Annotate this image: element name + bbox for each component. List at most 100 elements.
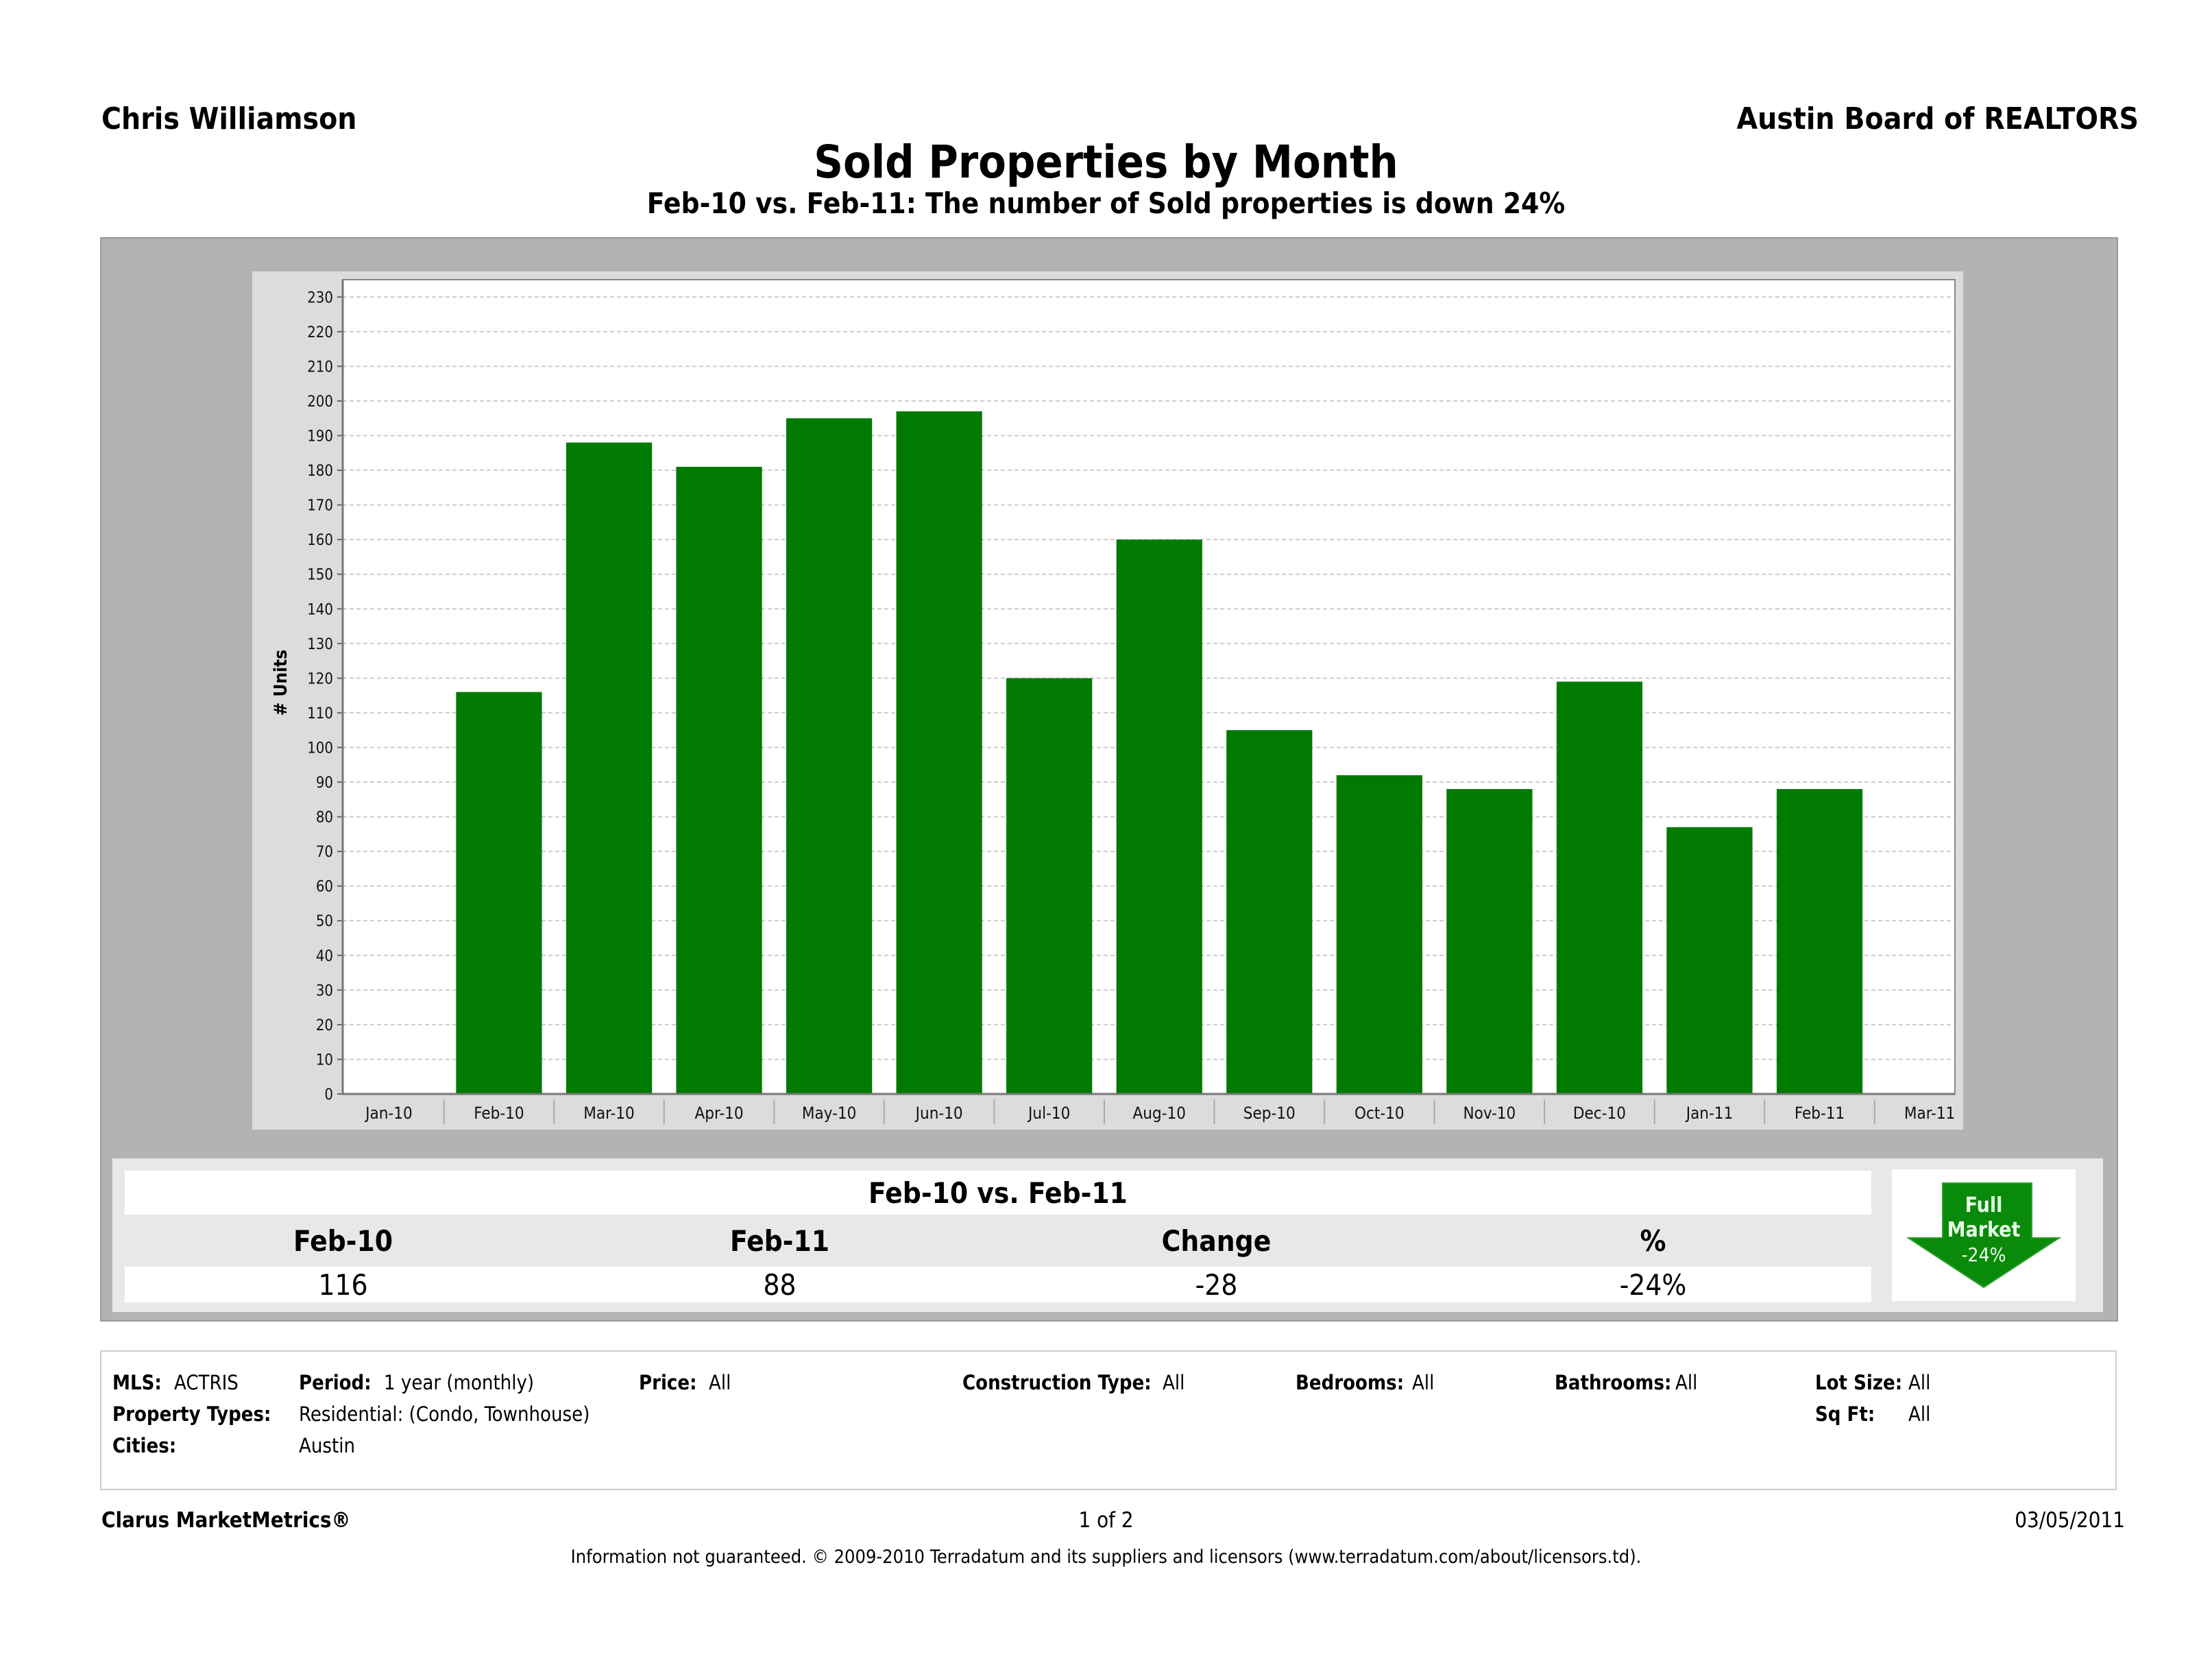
y-tick-label: 170 (307, 498, 333, 515)
value-percent: -24% (1619, 1268, 1687, 1302)
bedrooms-label: Bedrooms: (1296, 1371, 1405, 1394)
y-tick-label: 180 (307, 463, 333, 480)
x-tick-label: May-10 (802, 1104, 856, 1123)
comparison-summary: Feb-10 vs. Feb-11 Feb-10 Feb-11 Change %… (112, 1158, 2103, 1312)
x-axis-ticks: Jan-10 Feb-10 Mar-10 Apr-10 May-10 Jun-10 Jul-… (364, 1099, 1955, 1124)
x-tick-label: Jan-10 (364, 1104, 413, 1123)
y-tick-label: 90 (316, 775, 333, 792)
header-feb-10: Feb-10 (293, 1224, 393, 1258)
x-tick-label: Jan-11 (1685, 1104, 1734, 1123)
bar-feb-11 (1776, 789, 1863, 1094)
property-types-value: Residential: (Condo, Townhouse) (299, 1402, 590, 1426)
x-tick-label: Feb-10 (474, 1104, 524, 1123)
x-tick-label: Dec-10 (1573, 1104, 1626, 1123)
sqft-value: All (1908, 1402, 1931, 1426)
report-title: Sold Properties by Month (814, 136, 1398, 189)
summary-title: Feb-10 vs. Feb-11 (868, 1176, 1128, 1210)
bar-may-10 (786, 418, 873, 1094)
value-change: -28 (1195, 1268, 1238, 1302)
y-tick-label: 100 (307, 740, 333, 757)
bar-chart: 0 10 20 30 40 50 60 70 80 90 100 110 120 130 140 150 160… (271, 279, 1956, 1124)
bar-jun-10 (896, 411, 982, 1094)
bars (456, 411, 1863, 1094)
x-tick-label: Mar-11 (1904, 1104, 1955, 1123)
bedrooms-value: All (1412, 1371, 1435, 1394)
badge-line1: Full (1965, 1193, 2003, 1217)
header-percent: % (1640, 1224, 1666, 1258)
bar-feb-10 (456, 692, 542, 1094)
board-name: Austin Board of REALTORS (1736, 101, 2139, 136)
mls-label: MLS: (112, 1371, 162, 1394)
summary-values-row: 116 88 -28 -24% (125, 1267, 1871, 1302)
bar-apr-10 (676, 466, 762, 1094)
construction-value: All (1163, 1371, 1185, 1394)
x-tick-label: Apr-10 (695, 1104, 744, 1123)
sqft-label: Sq Ft: (1815, 1402, 1875, 1426)
bathrooms-label: Bathrooms: (1555, 1371, 1672, 1394)
x-tick-label: Nov-10 (1463, 1104, 1516, 1123)
y-axis-label: # Units (271, 650, 291, 716)
y-tick-label: 60 (316, 879, 333, 896)
x-tick-label: Mar-10 (583, 1104, 634, 1123)
y-tick-label: 220 (307, 324, 333, 341)
period-value: 1 year (monthly) (384, 1371, 535, 1394)
bar-jan-11 (1666, 827, 1753, 1094)
y-tick-label: 110 (307, 705, 333, 722)
lot-size-value: All (1908, 1371, 1931, 1394)
mls-value: ACTRIS (174, 1371, 239, 1394)
badge-line2: Market (1947, 1218, 2021, 1242)
y-tick-label: 200 (307, 393, 333, 411)
y-tick-label: 80 (316, 810, 333, 827)
bar-dec-10 (1556, 681, 1643, 1094)
header-change: Change (1161, 1224, 1272, 1258)
full-market-badge: Full Market -24% (1892, 1169, 2076, 1301)
value-feb-11: 88 (763, 1268, 797, 1302)
bar-jul-10 (1006, 678, 1093, 1094)
page-number: 1 of 2 (1078, 1508, 1134, 1533)
bar-aug-10 (1116, 539, 1202, 1094)
agent-name: Chris Williamson (101, 101, 357, 136)
x-tick-label: Oct-10 (1354, 1104, 1405, 1123)
x-tick-label: Jul-10 (1027, 1104, 1070, 1123)
bar-sep-10 (1226, 730, 1313, 1094)
y-tick-label: 0 (324, 1086, 333, 1104)
price-label: Price: (639, 1371, 697, 1394)
y-tick-label: 70 (316, 844, 333, 861)
y-tick-label: 20 (316, 1017, 333, 1034)
chart-panel: 0 10 20 30 40 50 60 70 80 90 100 110 120 130 140 150 160… (252, 271, 1963, 1130)
brand: Clarus MarketMetrics® (101, 1508, 351, 1533)
y-tick-label: 130 (307, 636, 333, 653)
lot-size-label: Lot Size: (1815, 1371, 1903, 1394)
header-feb-11: Feb-11 (729, 1224, 830, 1258)
report-subtitle: Feb-10 vs. Feb-11: The number of Sold pr… (646, 186, 1566, 220)
cities-value: Austin (299, 1434, 355, 1457)
y-tick-label: 30 (316, 982, 333, 999)
y-tick-label: 40 (316, 948, 333, 965)
x-tick-label: Aug-10 (1133, 1104, 1186, 1123)
price-value: All (709, 1371, 731, 1394)
value-feb-10: 116 (318, 1268, 368, 1302)
report-date: 03/05/2011 (2015, 1508, 2125, 1533)
summary-title-row: Feb-10 vs. Feb-11 (125, 1171, 1871, 1215)
disclaimer: Information not guaranteed. © 2009-2010 … (570, 1546, 1642, 1568)
y-tick-label: 190 (307, 428, 333, 445)
y-axis-ticks: 0 10 20 30 40 50 60 70 80 90 100 110 120 130 140 150 160… (307, 289, 343, 1104)
property-types-label: Property Types: (112, 1402, 271, 1426)
x-tick-label: Sep-10 (1243, 1104, 1296, 1123)
bathrooms-value: All (1675, 1371, 1698, 1394)
x-tick-label: Jun-10 (914, 1104, 963, 1123)
y-tick-label: 150 (307, 567, 333, 584)
y-tick-label: 50 (316, 913, 333, 930)
y-tick-label: 140 (307, 601, 333, 618)
y-tick-label: 230 (307, 289, 333, 306)
y-tick-label: 210 (307, 358, 333, 376)
y-tick-label: 120 (307, 670, 333, 688)
period-label: Period: (299, 1371, 372, 1394)
y-tick-label: 10 (316, 1051, 333, 1069)
x-tick-label: Feb-11 (1795, 1104, 1845, 1123)
construction-label: Construction Type: (962, 1371, 1152, 1394)
cities-label: Cities: (112, 1434, 177, 1457)
y-tick-label: 160 (307, 532, 333, 549)
bar-oct-10 (1336, 775, 1422, 1094)
bar-mar-10 (566, 442, 653, 1094)
